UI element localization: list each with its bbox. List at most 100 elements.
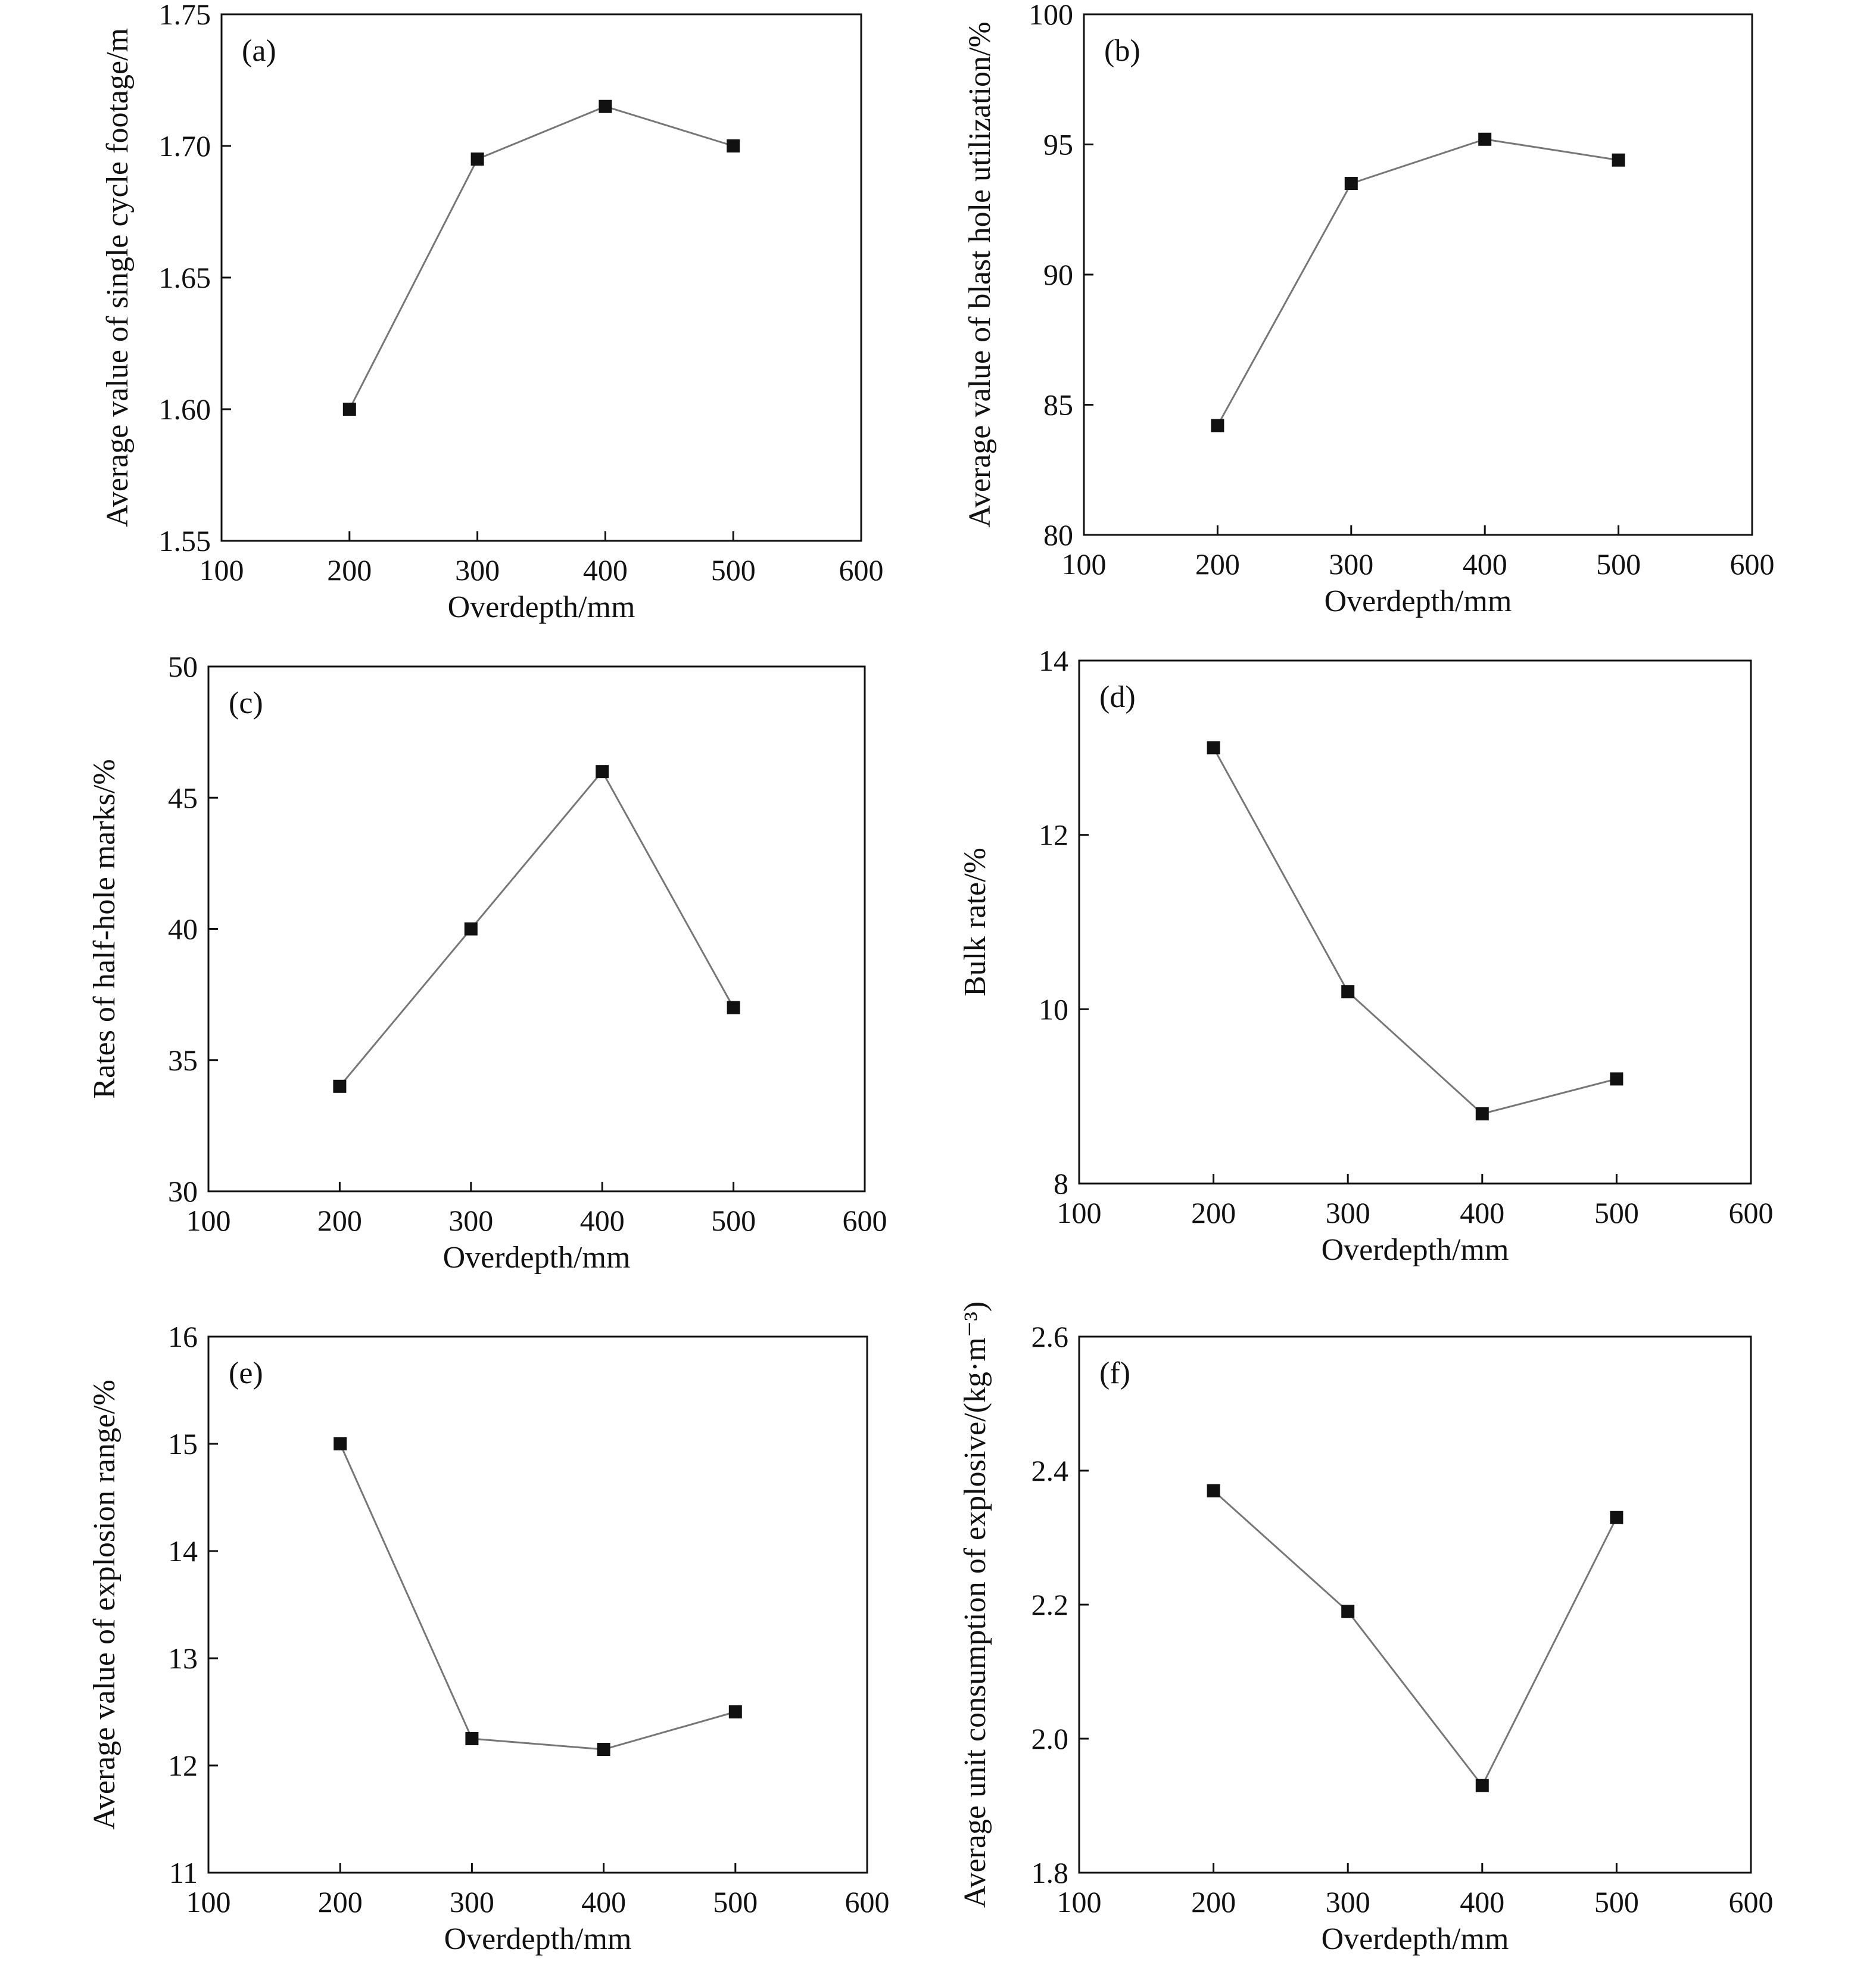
- y-tick-label: 85: [1043, 388, 1073, 422]
- y-tick-label: 14: [1039, 644, 1068, 677]
- data-point: [1610, 1511, 1623, 1524]
- x-tick-label: 200: [317, 1204, 362, 1237]
- y-axis-title: Average value of blast hole utilization/…: [963, 21, 997, 528]
- data-point: [1211, 419, 1224, 432]
- x-axis-title: Overdepth/mm: [1325, 584, 1512, 618]
- y-tick-label: 80: [1043, 518, 1073, 552]
- y-tick-label: 1.65: [159, 261, 211, 294]
- x-tick-label: 500: [1594, 1885, 1639, 1919]
- x-tick-label: 100: [1062, 547, 1107, 581]
- y-tick-label: 2.4: [1032, 1454, 1069, 1487]
- plot-frame: [207, 665, 866, 1192]
- x-tick-label: 400: [580, 1204, 625, 1237]
- x-tick-label: 300: [448, 1204, 493, 1237]
- x-tick-label: 400: [1463, 547, 1507, 581]
- data-point: [1478, 132, 1492, 146]
- y-tick-label: 15: [168, 1427, 198, 1461]
- data-point: [1475, 1779, 1489, 1792]
- y-axis-title: Bulk rate/%: [958, 848, 992, 997]
- y-tick-label: 90: [1043, 258, 1073, 291]
- series-line: [1213, 747, 1617, 1115]
- series-line: [339, 770, 734, 1087]
- plot-frame: [220, 13, 862, 542]
- x-tick-label: 500: [711, 553, 756, 587]
- y-tick-label: 40: [168, 913, 198, 946]
- data-point: [596, 765, 609, 779]
- plot-frame: [207, 1335, 868, 1874]
- x-tick-label: 400: [581, 1885, 626, 1919]
- x-axis-title: Overdepth/mm: [444, 1922, 632, 1956]
- y-tick-label: 11: [169, 1856, 198, 1889]
- series-line: [339, 1443, 736, 1751]
- x-tick-label: 100: [186, 1204, 231, 1237]
- x-tick-label: 300: [1326, 1885, 1370, 1919]
- data-point: [599, 99, 612, 113]
- y-tick-label: 1.8: [1032, 1856, 1069, 1889]
- y-tick-label: 1.75: [159, 0, 211, 31]
- data-point: [728, 1705, 742, 1718]
- chart-panel: 100 200 300 400 500 600 1.8 2.0 2.2 2.4 2.6 Overdep…: [958, 1301, 1774, 1956]
- series-line: [1213, 1490, 1618, 1788]
- x-tick-label: 500: [1596, 547, 1641, 581]
- data-point: [1610, 1072, 1623, 1086]
- y-tick-label: 2.6: [1032, 1320, 1069, 1353]
- y-tick-label: 1.60: [159, 393, 211, 426]
- data-point: [1612, 153, 1625, 167]
- x-tick-label: 300: [450, 1885, 494, 1919]
- x-tick-label: 200: [1195, 547, 1240, 581]
- x-tick-label: 200: [327, 553, 372, 587]
- y-tick-label: 12: [168, 1749, 198, 1782]
- data-point: [1341, 1605, 1355, 1618]
- x-tick-label: 400: [1460, 1885, 1504, 1919]
- x-tick-label: 500: [713, 1885, 758, 1919]
- y-axis-title: Average value of explosion range/%: [88, 1380, 121, 1830]
- y-tick-label: 2.2: [1032, 1588, 1069, 1621]
- y-axis-title: Average unit consumption of explosive/(k…: [958, 1301, 992, 1908]
- y-tick-label: 2.0: [1032, 1722, 1069, 1755]
- data-point: [1344, 177, 1358, 191]
- y-tick-label: 1.55: [159, 524, 211, 558]
- y-tick-label: 50: [168, 650, 198, 683]
- y-axis-title: Average value of single cycle footage/m: [101, 28, 135, 527]
- data-point: [470, 152, 484, 166]
- x-axis-title: Overdepth/mm: [1322, 1922, 1509, 1956]
- y-tick-label: 10: [1039, 992, 1068, 1026]
- data-point: [1207, 1484, 1220, 1497]
- panel-label: (c): [229, 686, 263, 720]
- plot-frame: [1078, 659, 1752, 1185]
- x-tick-label: 200: [1191, 1196, 1236, 1229]
- x-tick-label: 100: [1057, 1196, 1102, 1229]
- y-tick-label: 45: [168, 781, 198, 814]
- x-tick-label: 600: [843, 1204, 887, 1237]
- panel-label: (a): [242, 34, 276, 68]
- x-axis-title: Overdepth/mm: [448, 590, 635, 624]
- data-point: [465, 1732, 479, 1745]
- panel-label: (b): [1104, 34, 1140, 68]
- data-point: [334, 1437, 347, 1450]
- x-tick-label: 100: [1057, 1885, 1102, 1919]
- data-point: [1341, 985, 1355, 999]
- y-tick-label: 30: [168, 1175, 198, 1208]
- x-tick-label: 100: [186, 1885, 231, 1919]
- x-tick-label: 300: [455, 553, 500, 587]
- x-tick-label: 400: [583, 553, 628, 587]
- plot-frame: [1078, 1335, 1752, 1874]
- plot-frame: [1083, 13, 1753, 536]
- y-tick-label: 13: [168, 1642, 198, 1675]
- data-point: [1207, 741, 1220, 755]
- series-line: [348, 105, 734, 410]
- data-point: [597, 1743, 610, 1756]
- x-tick-label: 600: [839, 553, 884, 587]
- x-axis-title: Overdepth/mm: [1322, 1233, 1509, 1267]
- x-tick-label: 400: [1460, 1196, 1504, 1229]
- y-tick-label: 12: [1039, 818, 1068, 852]
- data-point: [1475, 1107, 1489, 1120]
- data-point: [342, 403, 356, 416]
- y-tick-label: 14: [168, 1534, 198, 1568]
- y-tick-label: 16: [168, 1320, 198, 1353]
- series-line: [1217, 138, 1619, 426]
- y-tick-label: 100: [1029, 0, 1073, 31]
- chart-panel: 100 200 300 400 500 600 11 12 13 14 15 16 Overdepth/…: [88, 1320, 890, 1956]
- y-axis-title: Rates of half-hole marks/%: [88, 759, 121, 1098]
